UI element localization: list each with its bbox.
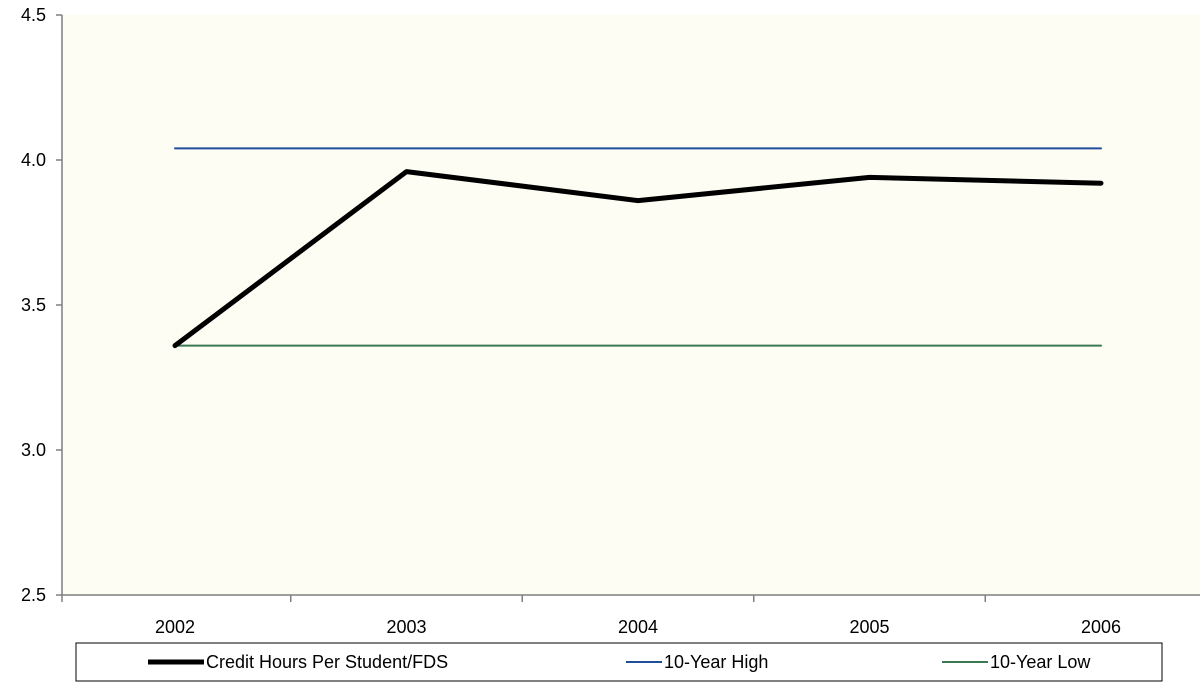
y-ticks: 2.5 3.0 3.5 4.0 4.5: [21, 5, 62, 605]
legend: Credit Hours Per Student/FDS 10-Year Hig…: [75, 642, 1163, 682]
x-tick-label: 2002: [155, 617, 195, 637]
x-tick-label: 2003: [386, 617, 426, 637]
legend-label-credit-hours: Credit Hours Per Student/FDS: [206, 652, 448, 672]
legend-label-10-year-low: 10-Year Low: [990, 652, 1091, 672]
y-tick-label: 4.5: [21, 5, 46, 25]
x-tick-label: 2004: [618, 617, 658, 637]
x-tick-label: 2005: [849, 617, 889, 637]
series-layer: [172, 147, 1104, 349]
y-tick-label: 4.0: [21, 150, 46, 170]
series-line-credit-hours: [172, 169, 1104, 349]
plot-area: [62, 15, 1200, 595]
y-tick-label: 3.5: [21, 295, 46, 315]
y-tick-label: 3.0: [21, 440, 46, 460]
legend-label-10-year-high: 10-Year High: [664, 652, 768, 672]
x-tick-label: 2006: [1081, 617, 1121, 637]
y-tick-label: 2.5: [21, 585, 46, 605]
x-ticks: 2002 2003 2004 2005 2006: [61, 595, 1121, 637]
